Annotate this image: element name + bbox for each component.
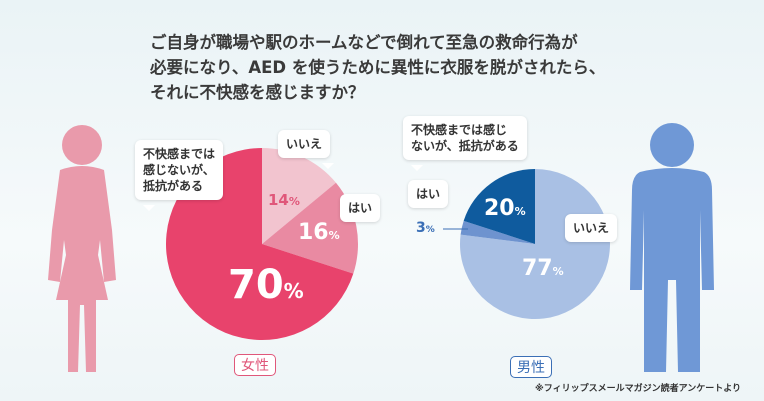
bubble-text: 不快感までは感じ [411,123,508,137]
pct-sign: % [288,195,300,208]
pct-sign: % [328,229,340,242]
male-no-value: 77% [522,256,564,281]
male-no-bubble: いいえ [565,214,618,242]
source-note: ※フィリップスメールマガジン読者アンケートより [535,384,742,394]
bubble-text: 抵抗がある [143,179,204,193]
female-discomfort-bubble: 不快感までは 感じないが、 抵抗がある [135,140,224,211]
female-no-bubble: いいえ [278,130,335,169]
male-yes-value: 3% [416,220,435,236]
female-yes-bubble: はい [340,194,381,222]
female-pie-slice-1 [262,182,358,274]
male-yes-bubble: はい [408,180,449,208]
page-title: ご自身が職場や駅のホームなどで倒れて至急の救命行為が 必要になり、AED を使う… [150,30,710,105]
pct-sign: % [425,225,435,235]
pct-sign: % [514,205,526,218]
value-text: 20 [484,196,515,221]
value-text: 3 [416,220,426,236]
value-text: 77 [522,256,553,281]
title-line: 必要になり、AED を使うために異性に衣服を脱がされたら、 [150,58,606,77]
male-label: 男性 [510,356,552,378]
female-label: 女性 [234,354,276,376]
female-pie-slice-0 [262,148,336,244]
female-yes-value: 16% [298,220,340,245]
value-text: 14 [268,191,289,209]
female-figure-icon [48,125,116,372]
pct-sign: % [283,279,304,303]
female-no-value: 14% [268,191,300,209]
title-line: ご自身が職場や駅のホームなどで倒れて至急の救命行為が [150,33,578,52]
male-discomfort-value: 20% [484,196,526,221]
male-pie [460,169,610,319]
value-text: 16 [298,220,329,245]
female-discomfort-value: 70% [228,262,304,308]
bubble-text: ないが、抵抗がある [411,139,519,153]
bubble-text: 不快感までは [143,147,216,161]
male-pie-slice-2 [463,169,535,244]
title-line: それに不快感を感じますか？ [150,83,365,102]
male-figure-icon [630,123,714,372]
male-discomfort-bubble: 不快感までは感じ ないが、抵抗がある [403,116,527,171]
bubble-text: 感じないが、 [143,163,215,177]
pct-sign: % [552,265,564,278]
value-text: 70 [228,262,284,308]
male-pie-slice-1 [460,220,535,244]
